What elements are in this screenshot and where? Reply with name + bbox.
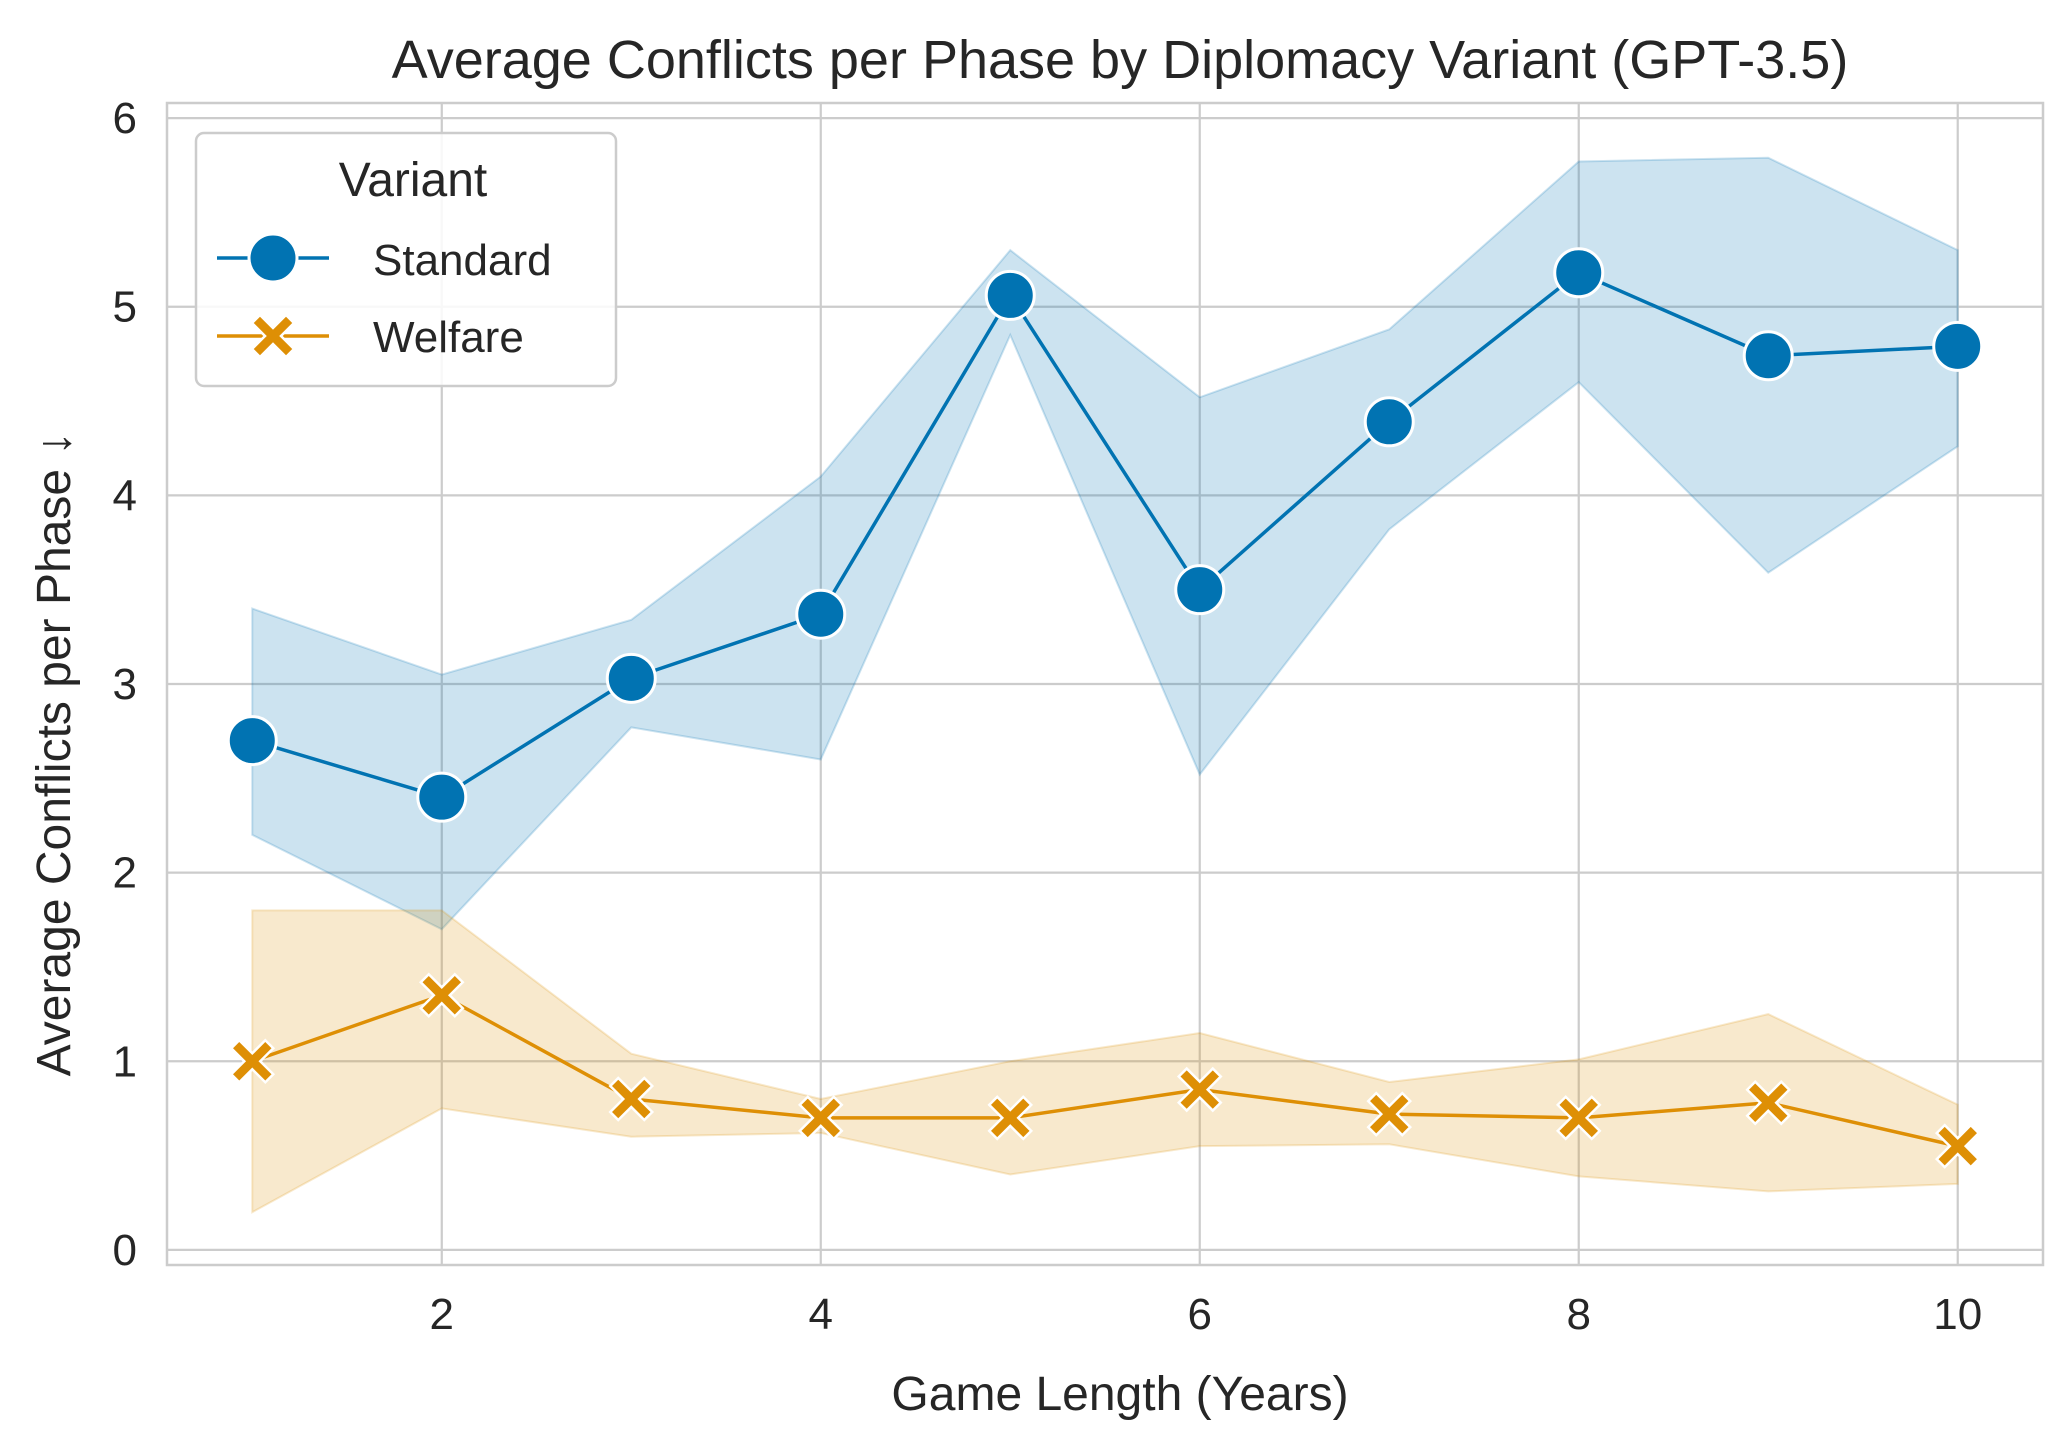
point-standard [1174, 564, 1226, 616]
point-welfare [608, 1076, 655, 1122]
point-welfare [1366, 1091, 1413, 1137]
point-standard [416, 771, 468, 823]
point-welfare [797, 1095, 844, 1141]
legend-marker-standard [247, 232, 299, 284]
y-tick-label: 2 [113, 849, 137, 898]
point-welfare [229, 1038, 276, 1085]
y-tick-label: 1 [113, 1037, 137, 1086]
line-standard [251, 270, 1958, 800]
ci-band-standard [251, 156, 1959, 931]
point-welfare [1934, 1123, 1981, 1169]
point-standard [226, 715, 278, 767]
y-tick-label: 4 [113, 471, 137, 520]
legend-title: Variant [339, 154, 488, 207]
x-tick-label: 4 [809, 1290, 833, 1339]
chart-title: Average Conflicts per Phase by Diplomacy… [392, 30, 1849, 90]
y-tick-label: 5 [113, 283, 137, 332]
legend: Variant Standard Welfare [194, 131, 618, 388]
x-axis-label: Game Length (Years) [891, 1368, 1348, 1421]
series-lines [251, 270, 1959, 1148]
point-standard [1363, 396, 1415, 448]
legend-label-standard: Standard [373, 236, 552, 285]
x-tick-label: 6 [1188, 1290, 1212, 1339]
x-tick-label: 10 [1933, 1290, 1982, 1339]
point-standard [605, 652, 657, 704]
point-standard [1932, 320, 1984, 372]
grid-lines [167, 103, 2043, 1265]
point-standard [984, 269, 1036, 321]
point-welfare [418, 972, 465, 1019]
y-tick-label: 0 [113, 1226, 137, 1275]
point-standard [1553, 247, 1605, 299]
plot-frame [165, 101, 2045, 1267]
x-tick-label: 8 [1566, 1290, 1590, 1339]
point-welfare [1555, 1095, 1602, 1141]
x-tick-label: 2 [430, 1290, 454, 1339]
legend-items [217, 232, 329, 359]
point-welfare [1176, 1066, 1223, 1113]
point-welfare [1745, 1080, 1792, 1126]
point-standard [1742, 330, 1794, 382]
point-standard [795, 588, 847, 640]
ci-band-welfare [251, 909, 1959, 1214]
series-markers [226, 247, 1984, 1169]
y-tick-labels: 0 1 2 3 4 5 6 [113, 94, 137, 1275]
y-tick-label: 6 [113, 94, 137, 143]
x-tick-labels: 2 4 6 8 10 [430, 1290, 1983, 1339]
confidence-bands [251, 156, 1959, 1214]
y-axis-label: Average Conflicts per Phase ↓ [28, 432, 81, 1077]
legend-marker-welfare [250, 313, 296, 359]
line-welfare [251, 993, 1959, 1148]
legend-box [194, 131, 618, 388]
legend-label-welfare: Welfare [373, 313, 524, 362]
point-welfare [987, 1095, 1034, 1141]
y-tick-label: 3 [113, 660, 137, 709]
